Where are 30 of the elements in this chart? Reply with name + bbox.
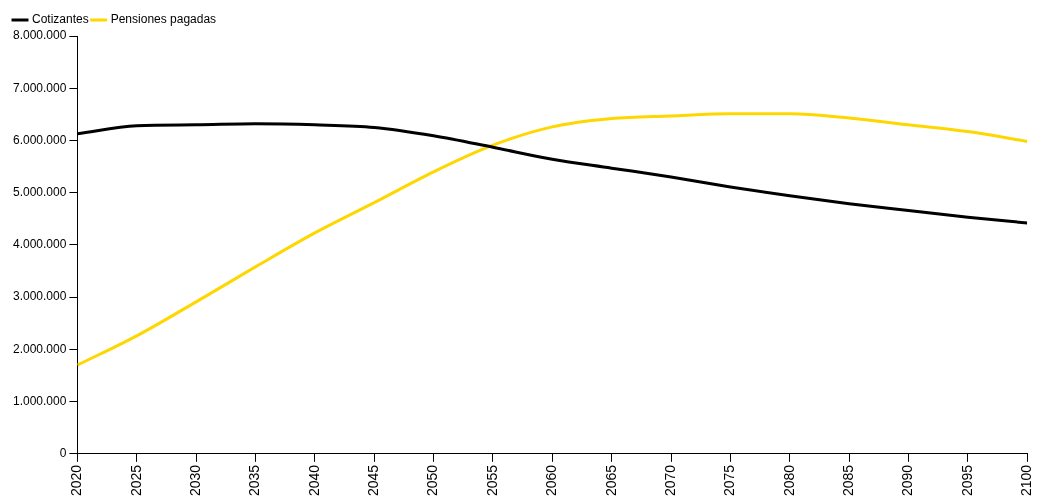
legend-label: Pensiones pagadas bbox=[110, 12, 217, 27]
x-tick-label: 2080 bbox=[780, 464, 797, 497]
x-tick-label: 2045 bbox=[365, 464, 382, 497]
x-tick-label: 2100 bbox=[1018, 464, 1035, 497]
x-tick-label: 2050 bbox=[424, 464, 441, 497]
x-tick-label: 2070 bbox=[661, 464, 678, 497]
y-tick-label: 8.000.000 bbox=[12, 28, 67, 43]
y-tick-label: 5.000.000 bbox=[12, 185, 67, 200]
line-series bbox=[77, 112, 1028, 367]
y-tick-label: 6.000.000 bbox=[12, 132, 67, 147]
x-tick-label: 2090 bbox=[899, 464, 916, 497]
x-tick-label: 2085 bbox=[839, 464, 856, 497]
x-tick-label: 2095 bbox=[958, 464, 975, 497]
y-tick-label: 4.000.000 bbox=[12, 237, 67, 252]
x-tick-label: 2035 bbox=[246, 464, 263, 497]
x-tick-label: 2020 bbox=[68, 464, 85, 497]
y-tick-label: 7.000.000 bbox=[12, 80, 67, 95]
x-tick-label: 2065 bbox=[602, 464, 619, 497]
y-tick-label: 3.000.000 bbox=[12, 289, 67, 304]
y-tick-label: 0 bbox=[59, 446, 67, 461]
y-tick-label: 2.000.000 bbox=[12, 341, 67, 356]
y-tick-label: 1.000.000 bbox=[12, 393, 67, 408]
x-tick-label: 2025 bbox=[127, 464, 144, 497]
x-tick-label: 2055 bbox=[483, 464, 500, 497]
line-series bbox=[77, 122, 1028, 225]
x-tick-label: 2060 bbox=[543, 464, 560, 497]
legend-label: Cotizantes bbox=[32, 12, 89, 27]
x-tick-label: 2075 bbox=[721, 464, 738, 497]
x-tick-label: 2030 bbox=[186, 464, 203, 497]
x-tick-label: 2040 bbox=[305, 464, 322, 497]
